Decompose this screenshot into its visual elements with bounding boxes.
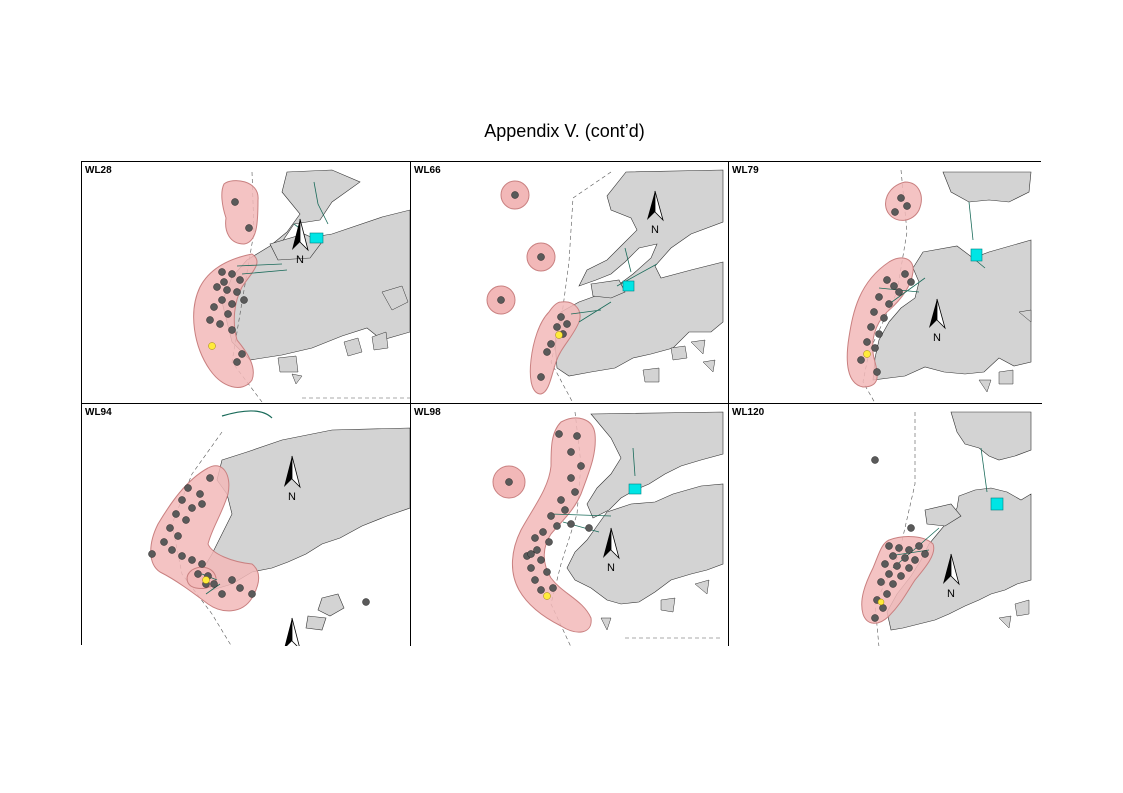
sightings	[505, 430, 593, 594]
map-wl66: N	[486, 169, 724, 403]
river	[878, 201, 986, 305]
land-mass	[872, 239, 1032, 381]
panel-label: WL98	[414, 407, 441, 418]
north-arrow: N	[929, 298, 946, 344]
north-arrow: N	[292, 218, 309, 266]
north-arrow: N	[284, 455, 301, 503]
panel-label: WL120	[732, 407, 765, 418]
map-wl94: N	[148, 410, 410, 646]
range-polygon	[150, 465, 260, 612]
svg-text:N: N	[296, 254, 304, 266]
land-mass	[566, 483, 724, 605]
coastline	[221, 410, 273, 419]
sightings	[857, 194, 915, 376]
sighting-highlight	[863, 350, 871, 358]
land-mass	[950, 411, 1032, 461]
range-polygon	[221, 180, 259, 245]
panel-label: WL79	[732, 165, 759, 176]
sighting-highlight	[202, 576, 210, 584]
land-mass	[199, 427, 410, 591]
survey-boundary	[550, 171, 612, 403]
map-wl79: N	[846, 169, 1032, 403]
map-wl98: N	[492, 411, 724, 646]
land-mass	[586, 411, 724, 519]
north-arrow: N	[943, 553, 960, 600]
sighting-highlight	[208, 342, 216, 350]
island	[978, 309, 1032, 393]
map-panel-wl79: WL79 N	[728, 162, 1042, 403]
survey-boundary	[171, 431, 232, 646]
panel-label: WL28	[85, 165, 112, 176]
island	[998, 599, 1030, 629]
svg-text:N: N	[933, 332, 941, 344]
page-title: Appendix V. (cont’d)	[484, 121, 645, 141]
range-polygon	[885, 181, 922, 221]
svg-text:N: N	[288, 491, 296, 503]
map-panel-wl98: WL98	[410, 403, 728, 646]
island	[642, 339, 716, 383]
site-marker	[970, 248, 983, 262]
sightings	[148, 474, 370, 606]
site-marker	[309, 232, 324, 244]
land-mass	[221, 169, 410, 361]
map-wl120: N	[861, 411, 1032, 646]
land-mass	[924, 503, 962, 527]
map-panel-wl28: WL28 N	[82, 162, 410, 403]
site-marker	[622, 280, 635, 292]
river	[570, 247, 658, 323]
land-mass	[942, 171, 1032, 203]
site-marker	[990, 497, 1004, 511]
map-panel-wl66: WL66 N	[410, 162, 728, 403]
svg-text:N: N	[607, 562, 615, 574]
north-arrow: N	[647, 190, 664, 236]
panel-label: WL66	[414, 165, 441, 176]
land-mass	[305, 593, 345, 631]
map-panel-wl120: WL120 N	[728, 403, 1042, 646]
north-arrow: N	[603, 527, 620, 574]
sighting-highlight	[543, 592, 551, 600]
map-panel-grid: WL28 N	[81, 161, 1042, 646]
sightings	[206, 198, 253, 366]
panel-label: WL94	[85, 407, 112, 418]
island	[277, 285, 409, 385]
sighting-highlight	[877, 598, 885, 606]
sightings	[497, 191, 571, 381]
map-panel-wl94: WL94	[82, 403, 410, 646]
sightings	[871, 456, 929, 622]
sighting-highlight	[555, 331, 563, 339]
survey-boundary	[862, 169, 908, 403]
land-mass	[590, 279, 626, 299]
island	[600, 579, 710, 631]
map-wl28: N	[193, 169, 410, 403]
site-marker	[628, 483, 642, 495]
svg-text:N: N	[947, 588, 955, 600]
svg-text:N: N	[651, 224, 659, 236]
north-arrow	[284, 617, 300, 646]
